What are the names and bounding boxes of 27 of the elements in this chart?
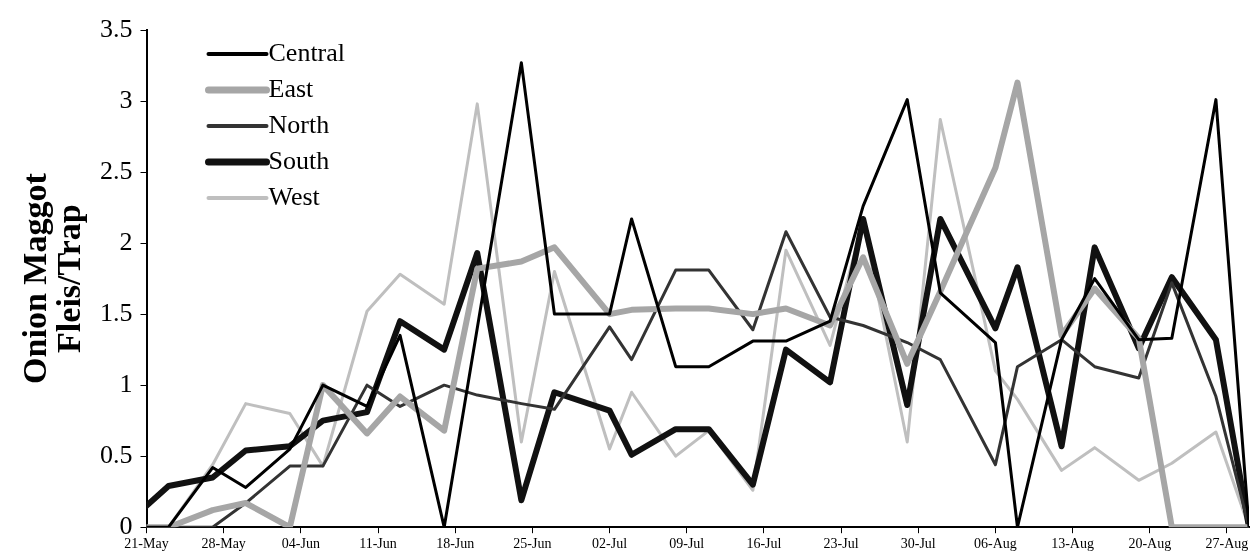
x-tick-label: 23-Jul (823, 536, 859, 552)
x-tick-label: 27-Aug (1205, 536, 1249, 552)
x-tick-label: 18-Jun (436, 536, 475, 552)
legend-label: South (268, 145, 330, 175)
x-tick-label: 09-Jul (669, 536, 705, 552)
x-tick-label: 28-May (201, 536, 246, 552)
x-tick-label: 30-Jul (900, 536, 936, 552)
x-tick-label: 04-Jun (281, 536, 320, 552)
y-axis-title: Onion Maggot Fleis/Trap (15, 172, 87, 384)
y-tick-label: 2.5 (100, 155, 133, 185)
y-tick-label: 3.5 (100, 13, 133, 43)
y-tick-label: 1.5 (100, 297, 133, 327)
x-tick-label: 06-Aug (974, 536, 1017, 552)
y-tick-label: 1 (119, 368, 133, 398)
y-tick-label: 0.5 (100, 440, 133, 469)
y-tick-label: 2 (119, 226, 133, 256)
x-tick-label: 25-Jun (513, 536, 552, 552)
legend-label: East (268, 73, 315, 103)
legend-label: North (268, 109, 330, 139)
x-tick-label: 11-Jun (359, 536, 397, 552)
legend-label: West (268, 181, 321, 211)
legend-label: Central (268, 37, 346, 67)
y-tick-label: 3 (119, 84, 133, 114)
x-tick-label: 20-Aug (1128, 536, 1172, 552)
x-tick-label: 13-Aug (1051, 536, 1094, 552)
x-tick-label: 02-Jul (592, 536, 628, 552)
x-tick-label: 16-Jul (746, 536, 782, 552)
